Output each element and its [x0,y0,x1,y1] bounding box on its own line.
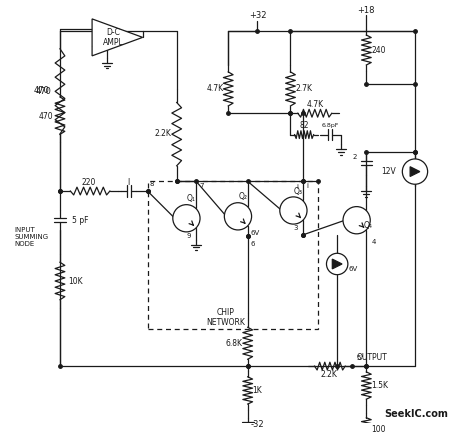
Text: Q₁: Q₁ [187,194,196,203]
Circle shape [280,197,307,224]
Text: 9: 9 [186,233,191,239]
Text: 82: 82 [300,122,309,130]
Text: 6.8pF: 6.8pF [322,123,339,128]
Circle shape [327,253,348,275]
Text: 3: 3 [293,225,298,231]
Text: +18: +18 [357,6,375,15]
Circle shape [173,205,200,232]
Text: 2.2K: 2.2K [155,129,172,138]
Text: 12V: 12V [381,167,395,176]
Text: 4.7K: 4.7K [206,85,223,93]
Text: +32: +32 [249,10,266,20]
Text: 7: 7 [200,183,204,189]
Bar [147,181,318,329]
Text: 220: 220 [82,178,96,187]
Text: Q₂: Q₂ [238,192,247,201]
Text: -32: -32 [251,420,264,429]
Text: 10K: 10K [68,277,82,286]
Text: 470: 470 [36,87,51,96]
Text: Q₃: Q₃ [294,187,303,196]
Text: 2.7K: 2.7K [295,85,312,93]
Text: 5 pF: 5 pF [72,216,88,225]
Text: 1.5K: 1.5K [371,381,388,390]
Text: i: i [306,183,308,189]
Text: 240: 240 [371,46,386,55]
Text: 2: 2 [353,154,357,160]
Text: 470: 470 [38,112,53,121]
Polygon shape [332,259,342,269]
Text: INPUT
SUMMING
NODE: INPUT SUMMING NODE [14,227,48,247]
Text: 6V: 6V [348,266,357,272]
Text: CHIP
NETWORK: CHIP NETWORK [206,308,245,327]
Text: 1K: 1K [253,386,262,395]
Text: 100: 100 [371,425,386,434]
Circle shape [224,203,252,230]
Text: i: i [296,184,298,190]
Text: 4.7K: 4.7K [306,100,323,109]
Text: D-C
AMPL: D-C AMPL [103,28,124,47]
Text: 5: 5 [356,355,361,362]
Text: 6.8K: 6.8K [226,339,243,348]
Text: l: l [127,178,129,187]
Polygon shape [92,19,143,56]
Text: 470: 470 [33,86,49,95]
Text: 8: 8 [149,181,154,187]
Circle shape [402,159,428,184]
Text: OUTPUT: OUTPUT [356,353,387,362]
Polygon shape [410,167,420,177]
Text: Q₄: Q₄ [364,220,373,230]
Circle shape [343,207,370,234]
Text: 6V: 6V [251,230,260,236]
Text: 4: 4 [371,239,375,245]
Text: 6: 6 [251,240,255,247]
Text: 2.2K: 2.2K [321,370,338,379]
Text: SeekIC.com: SeekIC.com [384,409,448,419]
